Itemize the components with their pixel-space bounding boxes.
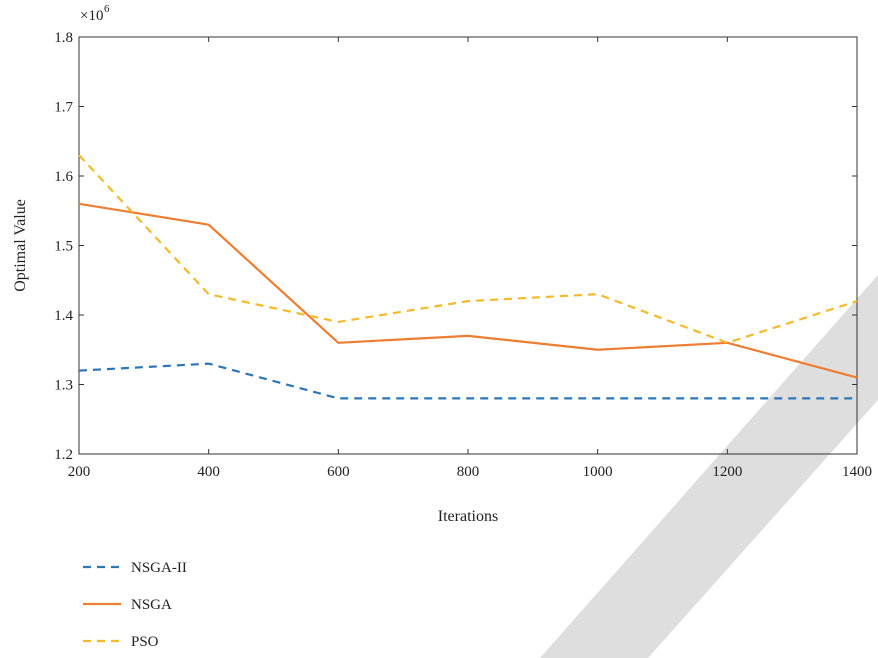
x-tick-label: 1400	[842, 464, 872, 480]
y-axis-ticks: 1.2 1.3 1.4 1.5 1.6 1.7 1.8	[54, 30, 857, 463]
series-line-nsga-ii	[78, 362, 857, 400]
plot-frame	[78, 36, 858, 455]
retracted-watermark	[540, 275, 878, 658]
series-lines	[78, 154, 858, 400]
watermark-band	[540, 275, 878, 658]
y-tick-label: 1.6	[54, 169, 73, 185]
y-axis-multiplier: ×10 6	[80, 3, 110, 24]
watermark-letter	[745, 348, 866, 495]
y-tick-label: 1.7	[54, 100, 73, 116]
x-tick-label: 800	[457, 464, 480, 480]
x-tick-label: 1200	[712, 464, 742, 480]
x-axis-label: Iterations	[438, 508, 498, 525]
x-tick-label: 1000	[583, 464, 613, 480]
x-tick-label: 200	[68, 464, 91, 480]
y-tick-label: 1.5	[54, 239, 73, 255]
y-tick-label: 1.3	[54, 378, 73, 394]
x-tick-label: 600	[327, 464, 350, 480]
y-axis-label: Optimal Value	[12, 199, 29, 292]
x-axis-ticks: 200 400 600 800 1000 1200 1400	[68, 37, 872, 480]
y-tick-label: 1.4	[54, 308, 73, 324]
y-multiplier-base: ×10	[80, 8, 103, 24]
series-line-pso	[78, 154, 858, 344]
series-line-nsga	[78, 202, 858, 379]
legend-label-nsga-ii: NSGA-II	[131, 560, 187, 576]
legend-label-pso: PSO	[131, 634, 159, 650]
y-tick-label: 1.8	[54, 30, 73, 46]
y-multiplier-exponent: 6	[104, 3, 110, 15]
y-tick-label: 1.2	[54, 447, 73, 463]
legend: NSGA-II NSGA PSO	[83, 560, 187, 650]
legend-label-nsga: NSGA	[131, 597, 172, 613]
x-tick-label: 400	[197, 464, 220, 480]
